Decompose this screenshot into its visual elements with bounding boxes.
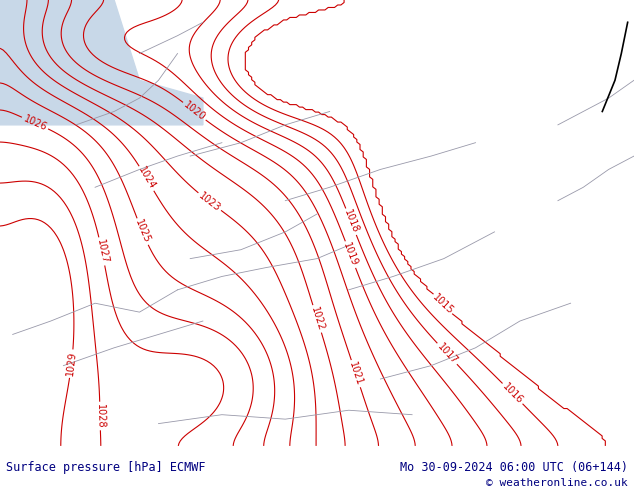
Text: 1029: 1029 <box>65 351 78 376</box>
Text: 1020: 1020 <box>181 99 207 122</box>
Text: Mo 30-09-2024 06:00 UTC (06+144): Mo 30-09-2024 06:00 UTC (06+144) <box>399 462 628 474</box>
Text: 1021: 1021 <box>347 361 365 387</box>
Text: 1028: 1028 <box>94 404 105 428</box>
Text: 1023: 1023 <box>197 190 223 213</box>
Text: 1024: 1024 <box>136 165 157 192</box>
Text: 1019: 1019 <box>341 242 359 268</box>
Text: 1027: 1027 <box>94 238 110 265</box>
Text: © weatheronline.co.uk: © weatheronline.co.uk <box>486 478 628 488</box>
Text: 1018: 1018 <box>342 208 360 235</box>
Text: 1022: 1022 <box>309 306 326 332</box>
Text: 1016: 1016 <box>500 381 525 406</box>
Text: 1015: 1015 <box>430 292 455 316</box>
Text: 1025: 1025 <box>133 219 152 245</box>
Text: 1026: 1026 <box>22 113 48 133</box>
Text: Surface pressure [hPa] ECMWF: Surface pressure [hPa] ECMWF <box>6 462 206 474</box>
Polygon shape <box>0 0 203 125</box>
Text: 1017: 1017 <box>435 342 459 366</box>
